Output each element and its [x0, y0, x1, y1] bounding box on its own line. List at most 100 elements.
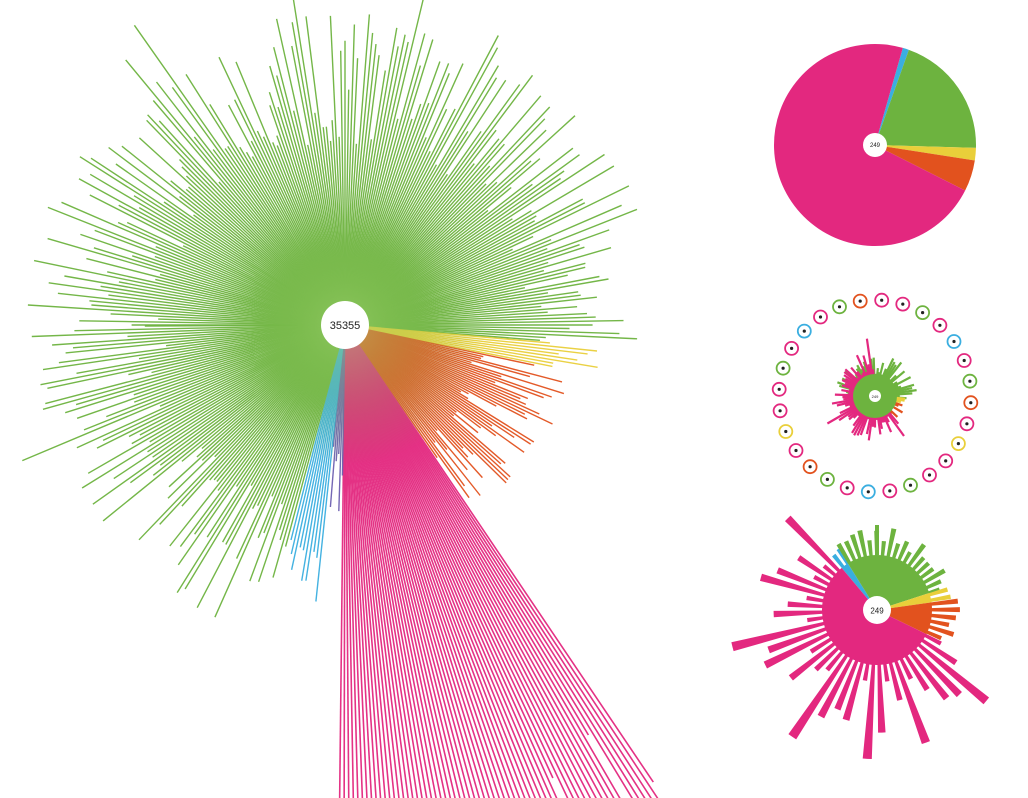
mini-ring-dot	[965, 422, 969, 426]
pie-radial-bar	[930, 613, 957, 621]
pie-radial-bar	[788, 642, 836, 681]
pie-radial-bar	[888, 661, 903, 701]
pie-radial-bar	[776, 567, 828, 592]
ring-total-label: 249	[872, 394, 879, 399]
pie-radial-slice	[877, 593, 932, 610]
pie-radial-bar	[904, 654, 930, 692]
mini-ring-dot	[794, 448, 798, 453]
mini-ring-dot	[781, 366, 785, 370]
pie-radial-bar	[773, 610, 824, 618]
mini-ring-dot	[858, 299, 862, 303]
mini-ring	[895, 296, 911, 312]
pie-radial-bar	[915, 561, 930, 575]
pie-radial-bar	[832, 553, 845, 569]
pie-radial-bar	[806, 595, 825, 603]
pie-radial-bar	[731, 621, 826, 652]
pie-radial-bar	[857, 529, 868, 558]
pie-radial-bar	[825, 650, 844, 672]
pie-radial-slice	[841, 563, 877, 610]
mini-ring	[932, 317, 948, 333]
pie-radial-bar	[920, 638, 958, 666]
pie-radial-bar	[930, 607, 960, 613]
pie-radial-bar	[886, 528, 897, 558]
mini-ring-dot	[790, 346, 794, 350]
mini-ring	[938, 453, 954, 469]
mini-ring	[771, 381, 787, 397]
mini-ring-dot	[921, 311, 925, 315]
pie-radial-bar	[929, 619, 950, 628]
pie-radial-bar	[843, 540, 857, 562]
pie-slice	[875, 145, 976, 161]
mini-ring	[813, 309, 828, 325]
mini-ring	[802, 459, 818, 475]
mini-ring-dot	[837, 305, 842, 309]
mini-ring	[778, 424, 794, 439]
mini-ring	[946, 334, 962, 349]
mini-ring	[839, 480, 855, 496]
pie-radial-bar	[763, 632, 830, 669]
ring-hub-circle	[869, 390, 881, 402]
pie-radial-bar	[867, 540, 873, 557]
pie-radial-bar	[897, 540, 910, 562]
mini-ring	[852, 293, 868, 309]
pie-radial-bar	[919, 567, 935, 580]
pie-radial-bar	[842, 661, 864, 721]
pie-radial-bar	[731, 515, 990, 760]
pie-radial-bar	[925, 630, 942, 641]
pie-radial-bar	[923, 633, 942, 646]
mini-ring-dot	[962, 358, 966, 363]
pie-slice	[875, 47, 909, 145]
pie-radial-bar	[913, 647, 962, 698]
main-radial-bar-chart	[22, 0, 659, 798]
pie-radial-bar	[880, 541, 887, 557]
mini-ring-dot	[818, 315, 823, 319]
pie-hub-circle	[863, 133, 887, 157]
mini-ring-dot	[938, 323, 942, 327]
mini-ring-dot	[777, 387, 781, 391]
pie-radial-bar	[767, 627, 827, 654]
pie-radial-bar	[836, 542, 852, 565]
mini-ring-dot	[778, 409, 782, 413]
mini-ring	[820, 471, 835, 487]
pie-radial-bar	[759, 573, 826, 597]
pie-radial-bar	[928, 587, 949, 597]
pie-radial-bar	[930, 598, 959, 606]
main-total-label: 35355	[330, 320, 361, 332]
pie-radial-bar	[787, 601, 824, 609]
pie-total-label: 249	[870, 143, 881, 149]
mini-ring	[874, 292, 890, 308]
pie-radial-bar	[849, 534, 862, 560]
mini-ring-dot	[808, 465, 812, 469]
mini-ring	[784, 340, 799, 356]
pie-radial-bar	[834, 659, 859, 711]
mini-ring	[772, 403, 788, 419]
mini-ring	[959, 416, 975, 432]
pie-radial-bar	[911, 556, 926, 571]
pie-radial-slice	[847, 555, 930, 610]
pie-slice	[875, 49, 977, 148]
pie-radial-bar	[929, 594, 951, 603]
mini-ring-dot	[968, 379, 972, 383]
mini-ring	[796, 323, 812, 339]
mini-ring-dot	[952, 339, 956, 344]
mini-ring-dot	[845, 486, 849, 490]
pie-radial-bar	[817, 656, 854, 719]
mini-ring-dot	[784, 429, 788, 434]
pie-radial-center-hub: 249	[863, 596, 891, 624]
pie-radial-bar	[814, 646, 840, 672]
pie-radial-bar	[862, 662, 870, 681]
pie-radial-bar	[806, 616, 824, 623]
mini-ring-dot	[866, 490, 870, 494]
pie-radial-bar	[909, 651, 950, 701]
pie-radial-bar	[813, 575, 831, 587]
pie-radial-bar	[797, 555, 834, 582]
main-hub-circle	[321, 301, 369, 349]
pie-radial-peak	[875, 525, 879, 555]
pie-radial-bar	[891, 543, 901, 560]
pie-slice	[875, 145, 975, 191]
main-center-hub: 35355	[321, 301, 369, 349]
mini-ring	[962, 373, 978, 389]
mini-ring	[963, 395, 979, 411]
pie-radial-bar	[925, 579, 942, 590]
